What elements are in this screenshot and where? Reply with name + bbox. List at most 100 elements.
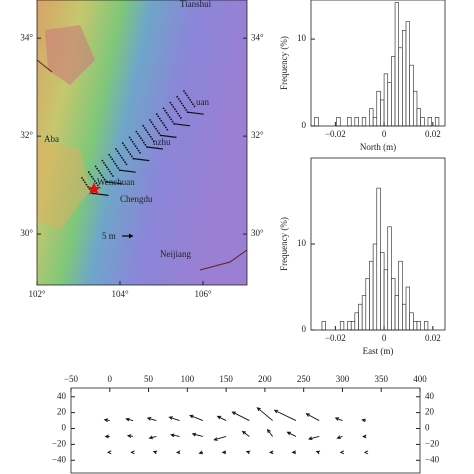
vector-arrow [307, 436, 320, 441]
fault-node [183, 90, 185, 92]
fault-node [158, 132, 160, 135]
fault-node [112, 160, 115, 163]
vector-arrow [241, 430, 250, 437]
fault-node [131, 140, 134, 143]
fault-node [157, 115, 160, 118]
bar [416, 321, 421, 331]
fault-node [125, 163, 128, 166]
fault-node [89, 173, 92, 176]
y-tick-label: 40 [57, 391, 67, 401]
fault-node [137, 149, 140, 152]
vector-arrow [175, 450, 181, 455]
y-tick-label: 0 [425, 423, 430, 433]
place-label: Wenchuan [97, 177, 135, 187]
vector-arrow [286, 431, 297, 437]
fault-node [190, 101, 193, 103]
bar [405, 286, 410, 331]
x-tick-label: 400 [413, 374, 427, 384]
fault-node [152, 140, 155, 143]
fault-node [133, 143, 136, 145]
fault-node [186, 94, 188, 97]
y-tick-label: 10 [297, 33, 307, 43]
fault-node [121, 142, 124, 145]
fault-node [81, 177, 83, 179]
fault-node [124, 146, 127, 149]
fault-node [193, 105, 196, 108]
fault-node [180, 102, 183, 105]
bar [314, 117, 319, 127]
fault-node [127, 151, 130, 153]
vector-arrow [305, 413, 320, 421]
place-label: nzhu [153, 137, 171, 147]
fault-node [152, 123, 154, 126]
fault-node [115, 164, 118, 167]
map-arrow [106, 181, 123, 185]
fault-node [150, 121, 153, 124]
terrain-mid [37, 140, 90, 230]
fault-node [128, 136, 131, 139]
vector-arrow [362, 434, 367, 439]
y-tick-label: −40 [425, 454, 440, 464]
fault-node [161, 122, 164, 124]
fault-node [171, 120, 174, 123]
fault-node [189, 98, 191, 101]
bar [394, 2, 400, 127]
y-tick-label: 0 [62, 423, 67, 433]
bar [369, 260, 374, 331]
bar [413, 90, 418, 127]
map-arrow [187, 111, 204, 115]
bar [354, 312, 359, 331]
bar [409, 64, 414, 127]
x-tick-label: 0 [108, 374, 113, 384]
fault-node [123, 144, 126, 147]
map-arrow [92, 192, 109, 196]
fault-node [99, 172, 101, 174]
y-tick-label: 40 [425, 391, 435, 401]
fault-node [148, 133, 151, 136]
fault-node [93, 180, 96, 182]
bar [321, 321, 326, 331]
fault-node [136, 147, 139, 150]
vector-arrow [334, 417, 343, 421]
vector-arrow [198, 450, 203, 455]
x-tick-label: 350 [374, 374, 388, 384]
fault-node [180, 117, 182, 119]
fault-node [140, 137, 142, 140]
fault-node [97, 169, 100, 172]
fault-node [110, 172, 113, 175]
y-tick-label: −20 [425, 438, 440, 448]
vector-arrow [231, 411, 250, 421]
vector-arrow [152, 450, 158, 455]
y-tick-label: 20 [57, 407, 67, 417]
fault-node [164, 109, 167, 112]
fault-node [111, 158, 114, 161]
fault-node [84, 181, 86, 184]
vector-arrow [336, 435, 343, 440]
epicenter [87, 182, 101, 195]
vector-arrow [107, 450, 112, 455]
fault-node [103, 178, 106, 181]
bar [365, 278, 370, 331]
vector-arrow [315, 450, 321, 455]
fault-node [106, 166, 108, 169]
bar [361, 295, 367, 331]
fault-node [102, 176, 104, 179]
x-tick-label: 0.02 [425, 333, 441, 343]
bar [347, 321, 352, 331]
fault-node [108, 153, 111, 156]
bar [387, 82, 392, 127]
bar [423, 321, 429, 331]
boundary [36, 59, 248, 271]
fault-node [183, 106, 186, 109]
x-tick-label: 100 [181, 374, 195, 384]
north-histogram: −0.02 0 0.02 0 10 North (m) Frequency (%) [279, 0, 446, 152]
scale-arrow-head [129, 233, 133, 239]
bar [383, 269, 389, 331]
bar [376, 90, 381, 127]
fault-node [137, 132, 139, 135]
fault-node [130, 155, 133, 158]
y-tick-label: 30° [251, 228, 264, 238]
fault-node [170, 118, 173, 121]
vector-arrow [339, 450, 345, 455]
